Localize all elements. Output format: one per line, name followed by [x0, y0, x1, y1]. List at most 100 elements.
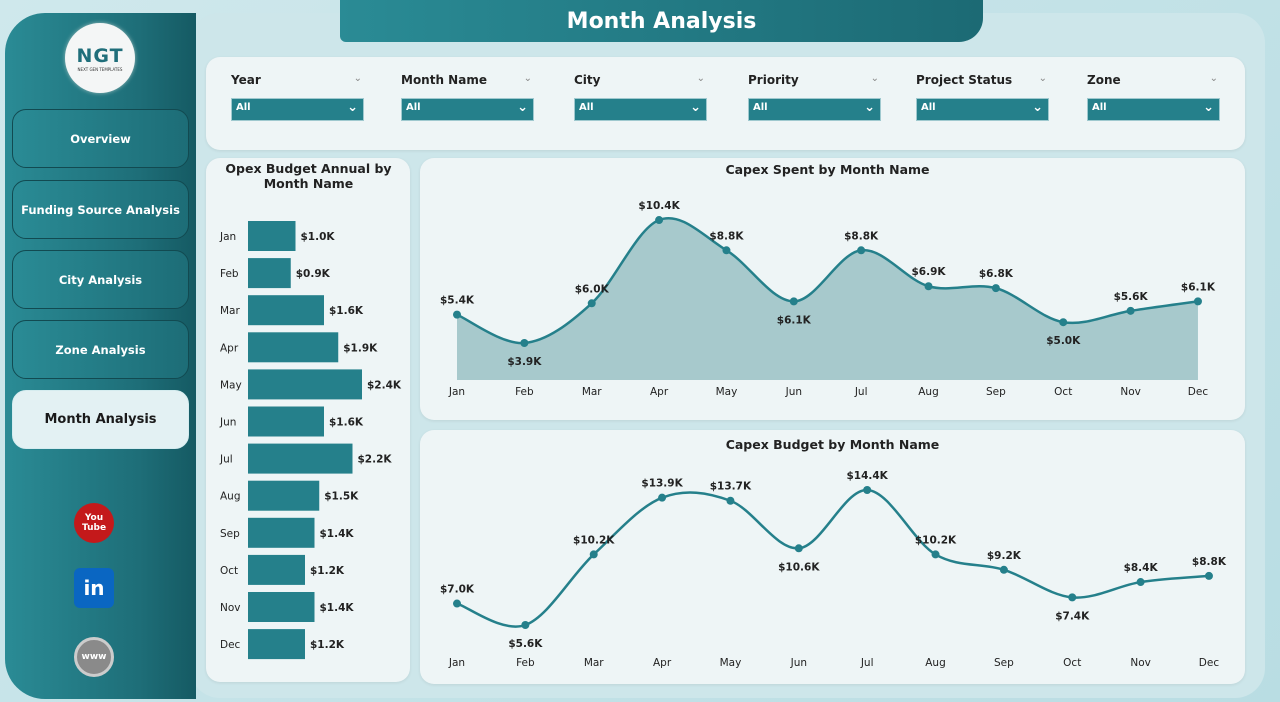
- filter-dropdown[interactable]: All ⌄: [231, 98, 364, 121]
- month-tick-label: Dec: [1188, 386, 1209, 398]
- nav-city-analysis[interactable]: City Analysis: [12, 250, 189, 309]
- data-label: $13.7K: [710, 481, 752, 493]
- month-tick-label: Oct: [1063, 657, 1081, 669]
- month-tick-label: Apr: [653, 657, 672, 669]
- opex-bar-chart: Jan $1.0K Feb $0.9K Mar $1.6K Apr $1.9K May $2.4K…: [219, 221, 402, 660]
- capex-budget-line-chart: $7.0K Jan $5.6K Feb $10.2K Mar $13.9K Apr $13.7K…: [440, 470, 1227, 669]
- month-tick-label: Jan: [448, 657, 465, 669]
- data-label: $1.2K: [310, 639, 345, 651]
- month-tick-label: May: [720, 657, 742, 669]
- month-tick-label: Jan: [448, 386, 465, 398]
- bar: [248, 369, 362, 400]
- bar: [248, 443, 353, 474]
- nav-label: Zone Analysis: [55, 342, 146, 357]
- month-tick-label: Aug: [925, 657, 946, 669]
- data-label: $2.4K: [367, 379, 402, 391]
- filter-dropdown[interactable]: All ⌄: [748, 98, 881, 121]
- nav-zone-analysis[interactable]: Zone Analysis: [12, 320, 189, 379]
- month-tick-label: Aug: [220, 491, 241, 503]
- filter-label: Year: [231, 73, 261, 87]
- data-label: $1.2K: [310, 565, 345, 577]
- chevron-down-icon[interactable]: ⌄: [353, 73, 362, 84]
- chevron-down-icon: ⌄: [690, 100, 701, 115]
- data-point: [1068, 593, 1077, 602]
- chevron-down-icon: ⌄: [1032, 100, 1043, 115]
- chevron-down-icon[interactable]: ⌄: [1209, 73, 1218, 84]
- filter-dropdown[interactable]: All ⌄: [574, 98, 707, 121]
- filter-value: All: [406, 102, 421, 113]
- data-point: [991, 284, 1000, 293]
- data-label: $0.9K: [296, 268, 331, 280]
- bar: [248, 629, 305, 660]
- bar: [248, 554, 305, 585]
- chevron-down-icon[interactable]: ⌄: [1038, 73, 1047, 84]
- filter-dropdown[interactable]: All ⌄: [1087, 98, 1220, 121]
- month-tick-label: Jun: [219, 417, 236, 429]
- data-point: [589, 550, 598, 559]
- data-point: [1126, 306, 1135, 315]
- globe-icon[interactable]: www: [74, 637, 114, 677]
- data-label: $10.4K: [638, 200, 680, 212]
- data-point: [1193, 297, 1202, 306]
- area-fill: [457, 218, 1198, 380]
- nav-label: Overview: [70, 131, 131, 146]
- data-label: $1.0K: [301, 231, 336, 243]
- data-label: $14.4K: [846, 470, 888, 482]
- chevron-down-icon[interactable]: ⌄: [523, 73, 532, 84]
- linkedin-icon[interactable]: in: [74, 568, 114, 608]
- data-label: $1.6K: [329, 417, 364, 429]
- filter-label: Priority: [748, 73, 799, 87]
- capex-spent-area-chart: $5.4K Jan $3.9K Feb $6.0K Mar $10.4K Apr $8.8K Ma…: [440, 200, 1216, 398]
- bar: [248, 332, 339, 363]
- filter-value: All: [579, 102, 594, 113]
- chevron-down-icon[interactable]: ⌄: [870, 73, 879, 84]
- month-tick-label: Dec: [220, 639, 241, 651]
- data-label: $1.4K: [320, 602, 355, 614]
- data-label: $10.6K: [778, 561, 820, 573]
- chevron-down-icon: ⌄: [1203, 100, 1214, 115]
- filter-panel: [206, 57, 1245, 150]
- nav-funding-source-analysis[interactable]: Funding Source Analysis: [12, 180, 189, 239]
- data-label: $8.8K: [709, 230, 744, 242]
- month-tick-label: Jan: [219, 231, 236, 243]
- filter-dropdown[interactable]: All ⌄: [916, 98, 1049, 121]
- opex-chart-panel: Opex Budget Annual by Month Name Jan $1.0…: [206, 158, 410, 682]
- data-point: [520, 339, 529, 347]
- month-tick-label: May: [716, 386, 738, 398]
- month-tick-label: Apr: [650, 386, 669, 398]
- sidebar: NGT NEXT GEN TEMPLATES Overview Funding …: [5, 13, 196, 699]
- nav-month-analysis[interactable]: Month Analysis: [12, 390, 189, 449]
- data-label: $6.1K: [1181, 281, 1216, 293]
- chevron-down-icon[interactable]: ⌄: [696, 73, 705, 84]
- nav-label: Month Analysis: [44, 412, 157, 427]
- data-label: $5.4K: [440, 295, 475, 307]
- filter-value: All: [753, 102, 768, 113]
- data-label: $6.9K: [911, 266, 946, 278]
- filter-city: City ⌄ All ⌄: [574, 73, 707, 121]
- data-point: [1136, 578, 1145, 587]
- series-line: [456, 488, 1210, 628]
- filter-label: City: [574, 73, 601, 87]
- filter-dropdown[interactable]: All ⌄: [401, 98, 534, 121]
- filter-label: Zone: [1087, 73, 1121, 87]
- nav-overview[interactable]: Overview: [12, 109, 189, 168]
- chevron-down-icon: ⌄: [517, 100, 528, 115]
- data-point: [1204, 571, 1213, 580]
- month-tick-label: Jun: [785, 386, 802, 398]
- youtube-icon[interactable]: You Tube: [74, 503, 114, 543]
- data-point: [999, 565, 1008, 574]
- month-tick-label: Dec: [1199, 657, 1220, 669]
- logo-subtext: NEXT GEN TEMPLATES: [77, 66, 123, 72]
- data-label: $5.0K: [1046, 335, 1081, 347]
- month-tick-label: Mar: [582, 386, 602, 398]
- data-point: [789, 297, 798, 306]
- filter-zone: Zone ⌄ All ⌄: [1087, 73, 1220, 121]
- data-label: $13.9K: [641, 478, 683, 490]
- page-title-text: Month Analysis: [566, 8, 757, 34]
- month-tick-label: Jun: [790, 657, 807, 669]
- month-tick-label: Feb: [515, 386, 534, 398]
- data-point: [857, 246, 866, 255]
- chevron-down-icon: ⌄: [864, 100, 875, 115]
- data-point: [726, 496, 735, 505]
- bar: [248, 406, 324, 437]
